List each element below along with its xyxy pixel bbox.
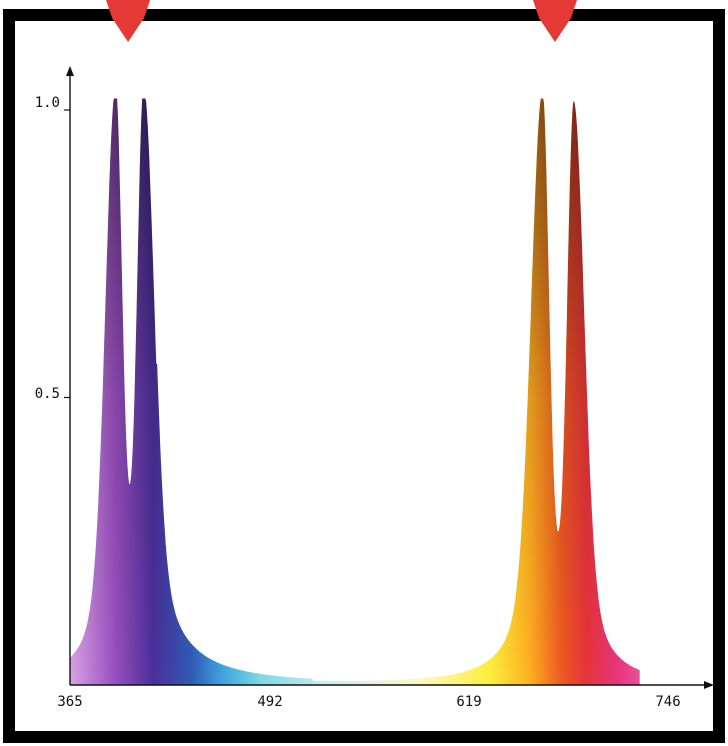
x-tick-label-746: 746 [655,694,680,710]
peak-marker-0 [106,0,151,42]
y-tick-label-0-5: 0.5 [35,386,60,402]
x-tick-label-492: 492 [257,694,282,710]
x-tick-label-365: 365 [57,694,82,710]
y-tick-label-1-0: 1.0 [35,95,60,111]
y-axis-arrow [66,66,74,76]
x-tick-label-619: 619 [456,694,481,710]
spectrum-shading [70,98,640,685]
markers [106,0,577,42]
chart-frame [3,9,725,743]
ticks [64,109,70,399]
peak-marker-1 [532,0,577,42]
x-axis-arrow [704,681,714,689]
plot-area [70,98,640,685]
